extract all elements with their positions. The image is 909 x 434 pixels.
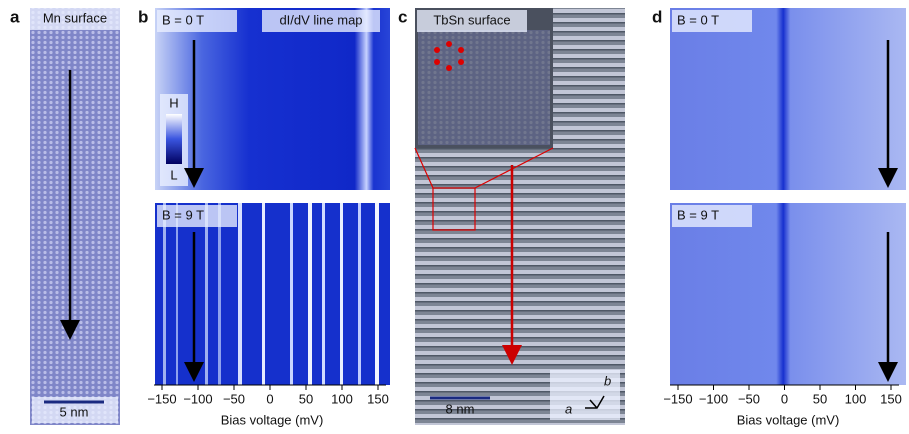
field-label: B = 9 T xyxy=(162,207,204,222)
tag-bg xyxy=(672,10,752,32)
panel-label: a xyxy=(10,7,20,26)
stripe xyxy=(290,203,293,385)
stripe xyxy=(308,203,312,385)
panel-label: d xyxy=(652,7,662,26)
tag-bg xyxy=(30,8,120,30)
map-top xyxy=(670,8,906,190)
panel-label: c xyxy=(398,7,407,26)
axis-b: b xyxy=(604,373,611,388)
x-tick-label: −50 xyxy=(738,391,760,406)
stripe xyxy=(218,203,221,385)
x-tick-label: 0 xyxy=(781,391,788,406)
x-tick-label: −150 xyxy=(147,391,176,406)
map-bottom xyxy=(670,203,906,385)
panel-label: b xyxy=(138,7,148,26)
x-tick-label: −100 xyxy=(183,391,212,406)
axis-a: a xyxy=(565,401,572,416)
x-axis-label: Bias voltage (mV) xyxy=(221,412,324,427)
tag-bg xyxy=(157,205,237,227)
x-tick-label: 0 xyxy=(266,391,273,406)
tag-bg xyxy=(417,10,527,32)
stripe xyxy=(358,203,361,385)
panel-title: Mn surface xyxy=(43,10,107,25)
stripe xyxy=(238,203,242,385)
stripe xyxy=(375,203,379,385)
stripe xyxy=(163,203,166,385)
map-title: dI/dV line map xyxy=(279,12,362,27)
zoom-box xyxy=(432,187,476,231)
field-label: B = 9 T xyxy=(677,207,719,222)
x-tick-label: 50 xyxy=(299,391,313,406)
panel-title: TbSn surface xyxy=(433,12,510,27)
stripe xyxy=(340,203,343,385)
inset-lattice xyxy=(418,30,550,145)
field-label: B = 0 T xyxy=(677,12,719,27)
tag-bg xyxy=(157,10,237,32)
x-tick-label: −50 xyxy=(223,391,245,406)
x-tick-label: 150 xyxy=(367,391,389,406)
stripe xyxy=(262,203,265,385)
tag-bg xyxy=(262,10,380,32)
x-axis-label: Bias voltage (mV) xyxy=(737,412,840,427)
x-tick-label: 100 xyxy=(845,391,867,406)
x-tick-label: −100 xyxy=(699,391,728,406)
scale-label: 5 nm xyxy=(60,404,89,419)
stripe xyxy=(205,203,208,385)
colorbar-high: H xyxy=(169,95,178,110)
mn-image xyxy=(30,8,120,425)
tag-bg xyxy=(550,370,620,420)
map-bottom xyxy=(155,203,390,385)
stripe xyxy=(322,203,325,385)
tag-bg xyxy=(672,205,752,227)
x-tick-label: 100 xyxy=(331,391,353,406)
zoom-lines xyxy=(414,147,554,189)
x-tick-label: −150 xyxy=(663,391,692,406)
axis-glyph xyxy=(585,395,605,409)
x-tick-label: 50 xyxy=(813,391,827,406)
stripe xyxy=(176,203,178,385)
colorbar-low: L xyxy=(170,167,177,182)
map-top xyxy=(155,8,390,190)
scale-label: 8 nm xyxy=(446,401,475,416)
colorbar xyxy=(166,114,182,164)
field-label: B = 0 T xyxy=(162,12,204,27)
x-tick-label: 150 xyxy=(880,391,902,406)
